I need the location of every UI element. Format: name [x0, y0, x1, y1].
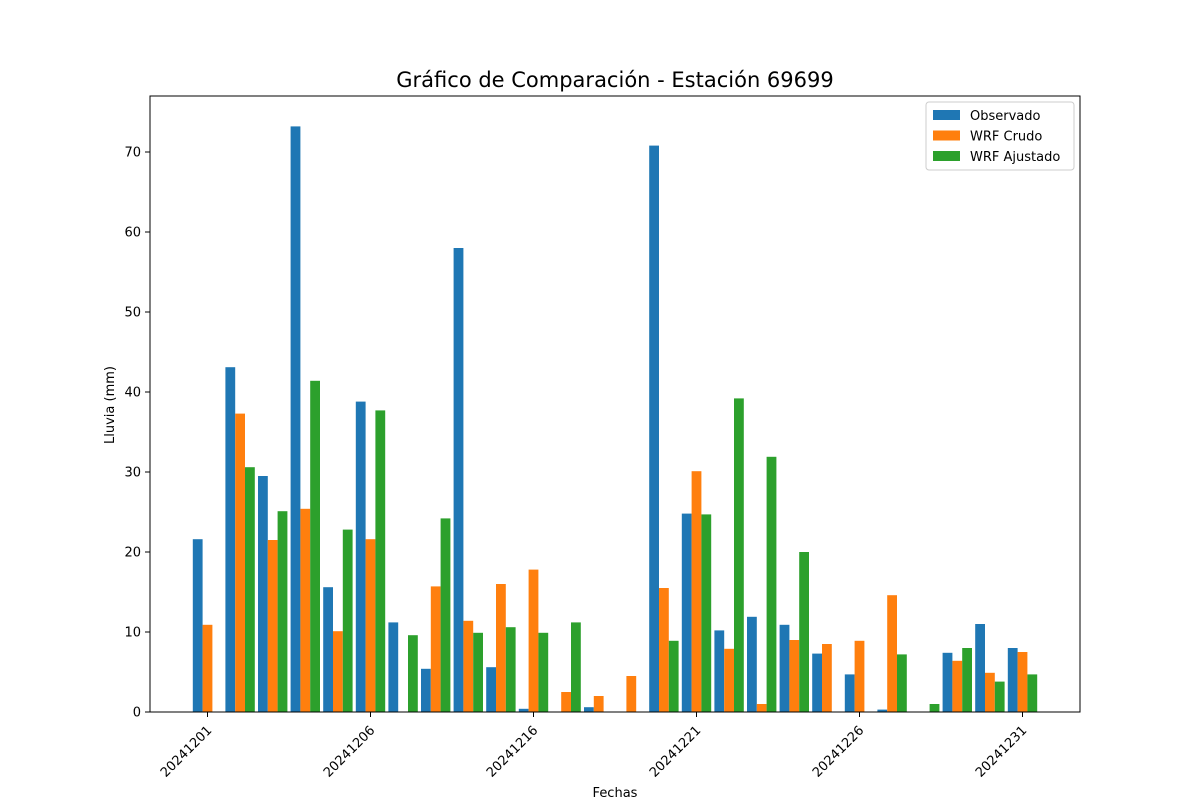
bar-wrf-crudo-21 — [854, 640, 865, 712]
y-axis-label: Lluvia (mm) — [103, 366, 118, 444]
bar-observado-2 — [225, 367, 236, 712]
bar-observado-6 — [355, 401, 366, 712]
bar-wrf-ajustado-19 — [799, 552, 809, 712]
bar-wrf-crudo-11 — [528, 569, 539, 712]
bar-wrf-crudo-10 — [496, 584, 506, 712]
y-tick-label: 0 — [133, 706, 141, 721]
bar-wrf-crudo-15 — [659, 588, 669, 712]
bar-observado-18 — [747, 616, 757, 712]
bar-wrf-ajustado-5 — [342, 529, 353, 712]
bar-wrf-crudo-22 — [887, 595, 897, 712]
bar-wrf-ajustado-22 — [897, 654, 907, 712]
bar-observado-5 — [323, 587, 333, 712]
bar-wrf-ajustado-8 — [440, 518, 451, 712]
bar-wrf-ajustado-3 — [277, 511, 288, 712]
legend-label-observado: Observado — [970, 109, 1041, 124]
legend-label-wrf-crudo: WRF Crudo — [970, 130, 1042, 145]
bar-wrf-crudo-4 — [300, 508, 311, 712]
bar-observado-4 — [290, 126, 301, 712]
legend-swatch-wrf-ajustado — [933, 151, 960, 161]
legend-swatch-wrf-crudo — [933, 130, 960, 141]
bar-wrf-crudo-24 — [952, 660, 963, 712]
plot-frame — [149, 95, 1081, 713]
bar-wrf-crudo-2 — [235, 413, 245, 712]
y-tick-label: 60 — [124, 226, 141, 241]
legend-box — [925, 101, 1075, 171]
bar-wrf-crudo-6 — [365, 539, 376, 712]
y-tick-label: 40 — [124, 386, 141, 401]
legend-label-wrf-ajustado: WRF Ajustado — [970, 150, 1060, 165]
x-tick-label: 20241216 — [484, 723, 541, 780]
bar-observado-16 — [681, 513, 692, 712]
x-tick-label: 20241221 — [647, 723, 704, 780]
bar-wrf-ajustado-18 — [766, 456, 777, 712]
x-tick-label: 20241206 — [321, 723, 378, 780]
y-tick-label: 20 — [124, 546, 141, 561]
bar-wrf-ajustado-17 — [734, 398, 744, 712]
bar-observado-11 — [518, 708, 529, 712]
bar-wrf-crudo-13 — [593, 696, 604, 712]
bar-wrf-ajustado-26 — [1027, 674, 1038, 712]
legend-swatch-observado — [933, 110, 960, 120]
y-tick-label: 30 — [124, 466, 141, 481]
bar-observado-15 — [649, 145, 659, 713]
bar-observado-20 — [812, 653, 822, 712]
bar-observado-17 — [714, 630, 725, 712]
y-tick-label: 50 — [124, 306, 141, 321]
bar-wrf-ajustado-12 — [571, 622, 581, 712]
bar-observado-21 — [844, 674, 855, 712]
bar-observado-26 — [1007, 648, 1018, 712]
bar-wrf-ajustado-10 — [505, 627, 516, 712]
bar-observado-8 — [421, 668, 431, 712]
bar-observado-1 — [192, 539, 203, 712]
bar-wrf-ajustado-7 — [408, 635, 418, 712]
bar-wrf-crudo-12 — [561, 692, 571, 712]
bar-observado-24 — [942, 652, 953, 712]
bar-observado-9 — [453, 248, 464, 712]
bar-wrf-crudo-18 — [756, 704, 767, 712]
bar-observado-25 — [975, 624, 985, 712]
bar-wrf-crudo-17 — [724, 648, 734, 712]
bar-wrf-ajustado-23 — [929, 704, 940, 712]
bar-wrf-ajustado-16 — [701, 514, 712, 712]
y-tick-label: 70 — [124, 146, 141, 161]
bar-wrf-crudo-25 — [985, 672, 995, 712]
bar-wrf-crudo-5 — [333, 631, 343, 712]
bar-wrf-ajustado-25 — [994, 681, 1005, 712]
bar-wrf-crudo-19 — [789, 640, 800, 712]
y-tick-label: 10 — [124, 626, 141, 641]
bar-wrf-crudo-26 — [1017, 652, 1028, 712]
x-axis-label: Fechas — [593, 786, 638, 800]
bar-observado-13 — [584, 707, 594, 712]
bar-wrf-ajustado-4 — [310, 380, 320, 712]
bar-wrf-ajustado-6 — [375, 410, 386, 712]
bar-observado-19 — [779, 624, 790, 712]
x-tick-label: 20241231 — [973, 723, 1030, 780]
bar-wrf-ajustado-9 — [473, 632, 483, 712]
bar-observado-22 — [877, 709, 888, 712]
bar-wrf-ajustado-24 — [962, 648, 972, 712]
bar-wrf-crudo-9 — [463, 620, 474, 712]
bar-wrf-ajustado-11 — [538, 632, 549, 712]
bar-observado-10 — [486, 667, 496, 712]
legend: Observado WRF Crudo WRF Ajustado — [925, 101, 1075, 171]
bar-observado-3 — [258, 476, 268, 712]
bar-wrf-crudo-3 — [267, 540, 278, 712]
bar-wrf-crudo-20 — [822, 644, 832, 712]
axes-group — [149, 95, 1081, 713]
bars-group — [192, 126, 1038, 713]
x-tick-label: 20241226 — [810, 723, 867, 780]
bar-wrf-ajustado-2 — [245, 467, 255, 712]
chart-title: Gráfico de Comparación - Estación 69699 — [396, 68, 833, 92]
bar-wrf-crudo-8 — [430, 586, 441, 712]
bar-wrf-ajustado-15 — [668, 640, 679, 712]
bar-observado-7 — [388, 622, 399, 712]
bar-wrf-crudo-1 — [202, 624, 213, 712]
x-tick-label: 20241201 — [158, 723, 215, 780]
bar-wrf-crudo-14 — [626, 676, 637, 712]
bar-wrf-crudo-16 — [691, 471, 702, 712]
